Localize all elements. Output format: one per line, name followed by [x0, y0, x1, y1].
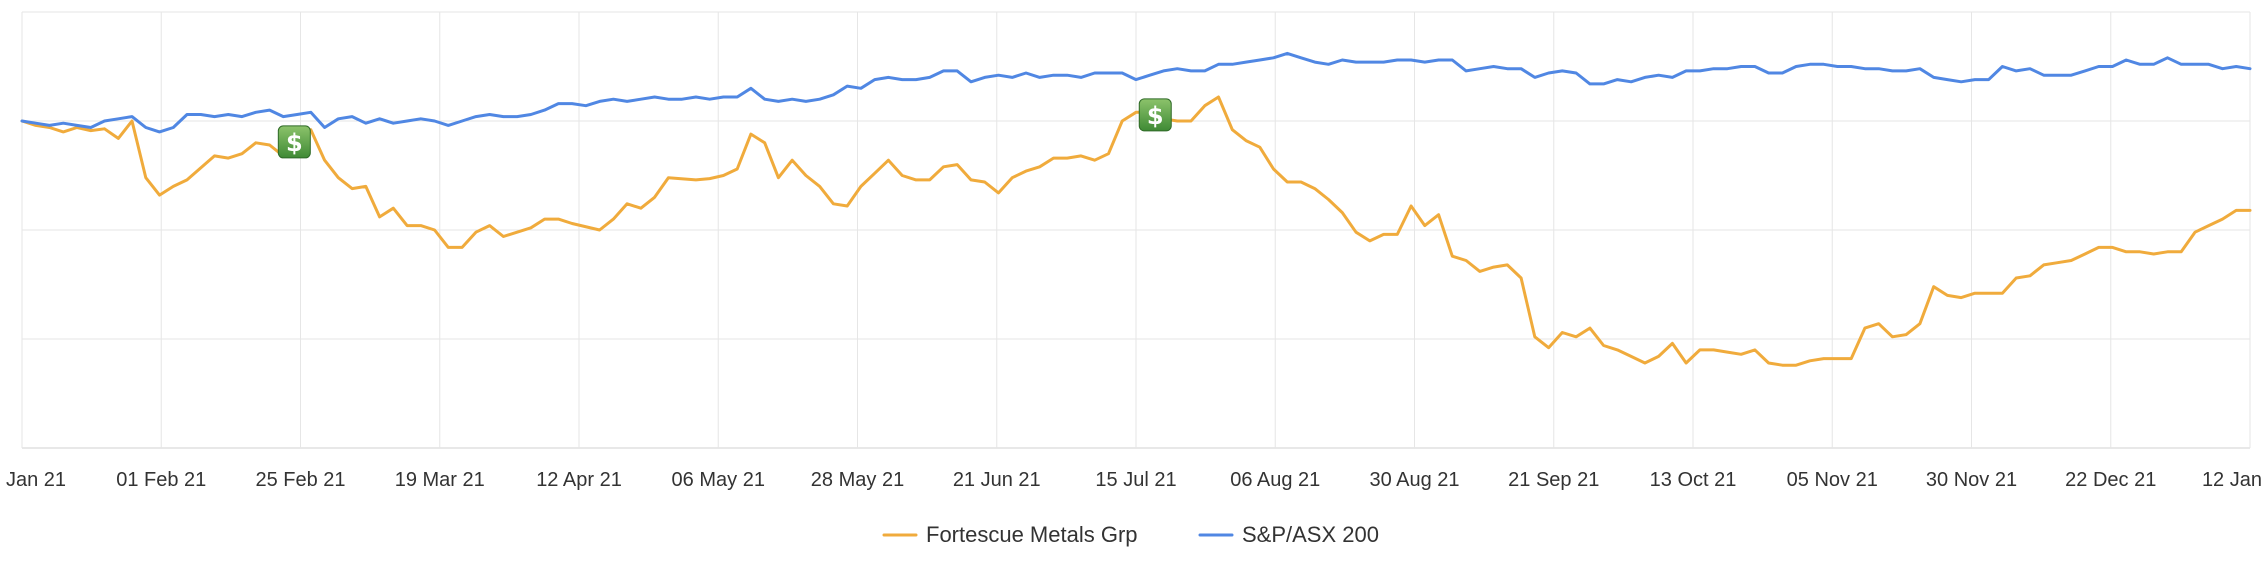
- x-tick-label: 15 Jul 21: [1095, 469, 1176, 491]
- x-tick-label: 21 Sep 21: [1508, 469, 1599, 491]
- dollar-icon-background: [277, 125, 311, 159]
- dollar-icon-glyph: $: [286, 129, 303, 157]
- x-tick-label: 19 Mar 21: [395, 469, 485, 491]
- x-tick-label: 12 Apr 21: [536, 469, 622, 491]
- x-tick-label: Jan 21: [6, 469, 66, 491]
- x-tick-label: 21 Jun 21: [953, 469, 1041, 491]
- x-tick-label: 06 Aug 21: [1230, 469, 1320, 491]
- dollar-icon-background: [1138, 98, 1172, 132]
- dollar-icon[interactable]: $: [277, 125, 311, 159]
- x-axis-labels: Jan 21 01 Feb 21 25 Feb 21 19 Mar 21 12 Apr …: [6, 469, 2262, 491]
- x-tick-label: 30 Nov 21: [1926, 469, 2017, 491]
- dollar-icon[interactable]: $: [1138, 98, 1172, 132]
- legend-label: Fortescue Metals Grp: [926, 522, 1138, 547]
- x-tick-label: 05 Nov 21: [1787, 469, 1878, 491]
- x-tick-label: 13 Oct 21: [1650, 469, 1737, 491]
- grid: [21, 11, 2251, 449]
- x-tick-label: 22 Dec 21: [2065, 469, 2156, 491]
- x-tick-label: 30 Aug 21: [1369, 469, 1459, 491]
- dividend-markers: $$: [277, 98, 1172, 159]
- legend-label: S&P/ASX 200: [1242, 522, 1379, 547]
- x-tick-label: 25 Feb 21: [255, 469, 345, 491]
- x-tick-label: 28 May 21: [811, 469, 904, 491]
- legend-item[interactable]: S&P/ASX 200: [1198, 522, 1379, 547]
- legend-item[interactable]: Fortescue Metals Grp: [882, 522, 1138, 547]
- series-line-s-p-asx-200: [20, 51, 2252, 134]
- x-tick-label: 12 Jan: [2202, 469, 2262, 491]
- legend: Fortescue Metals Grp S&P/ASX 200: [882, 522, 1379, 547]
- x-tick-label: 06 May 21: [672, 469, 765, 491]
- x-tick-label: 01 Feb 21: [116, 469, 206, 491]
- dollar-icon-glyph: $: [1147, 102, 1164, 130]
